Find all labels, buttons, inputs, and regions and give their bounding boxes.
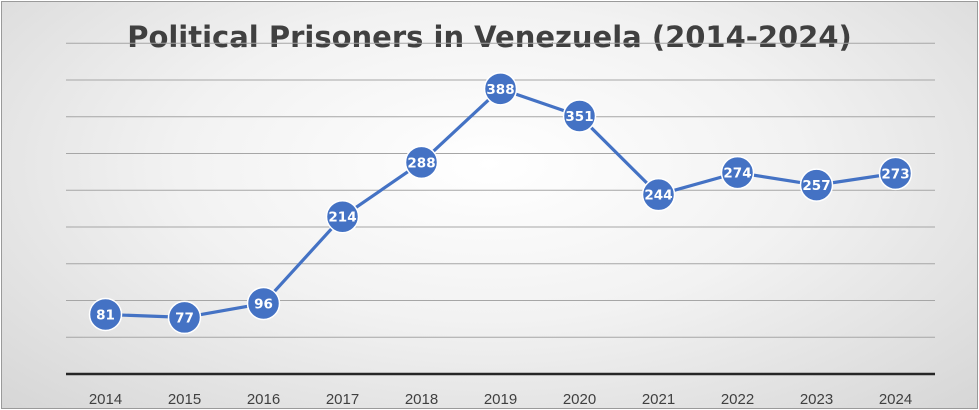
x-axis-tick-labels: 2014 2015 2016 2017 2018 2019 2020 2021 2022 2023… — [89, 391, 912, 408]
x-tick-label: 2018 — [405, 391, 438, 408]
data-label: 77 — [175, 310, 194, 326]
x-tick-label: 2017 — [326, 391, 359, 408]
series-line — [105, 87, 896, 320]
x-tick-label: 2020 — [563, 391, 596, 408]
data-point: 214 — [325, 199, 360, 234]
data-point: 351 — [562, 99, 597, 133]
data-point: 244 — [641, 177, 676, 212]
data-point-marker — [167, 300, 202, 335]
data-point-marker — [483, 72, 518, 106]
x-tick-label: 2023 — [800, 391, 833, 408]
data-point-marker — [562, 99, 597, 133]
x-tick-label: 2019 — [484, 391, 517, 408]
data-label: 244 — [644, 188, 672, 204]
data-label: 214 — [328, 210, 356, 226]
data-point: 388 — [483, 72, 518, 106]
data-label: 81 — [96, 307, 115, 323]
gridlines — [66, 42, 935, 338]
data-point-marker — [641, 177, 676, 212]
x-tick-label: 2015 — [168, 391, 201, 408]
data-point-marker — [246, 286, 281, 321]
x-tick-label: 2022 — [721, 391, 754, 408]
data-label: 273 — [881, 166, 909, 182]
data-point-marker — [720, 155, 755, 190]
data-point-marker — [404, 145, 439, 180]
data-point: 288 — [404, 145, 439, 180]
data-point: 257 — [799, 168, 834, 202]
data-points: 81 77 96 214 288 388 351 244 274 257 273 — [88, 72, 913, 335]
data-point-marker — [878, 156, 913, 191]
data-point: 81 — [88, 297, 123, 332]
data-point: 77 — [167, 300, 202, 335]
data-label: 96 — [254, 296, 273, 312]
x-tick-label: 2016 — [247, 391, 280, 408]
data-label: 288 — [407, 155, 435, 171]
data-label: 274 — [723, 166, 751, 182]
data-point: 273 — [878, 156, 913, 191]
data-series — [105, 87, 896, 320]
data-label: 257 — [802, 178, 830, 194]
data-point-marker — [325, 199, 360, 234]
data-point-marker — [88, 297, 123, 332]
data-label: 351 — [565, 109, 593, 125]
x-tick-label: 2024 — [879, 391, 912, 408]
x-tick-label: 2014 — [89, 391, 122, 408]
chart-title: Political Prisoners in Venezuela (2014-2… — [127, 20, 852, 54]
data-point-marker — [799, 168, 834, 202]
x-tick-label: 2021 — [642, 391, 675, 408]
data-point: 274 — [720, 155, 755, 190]
data-label: 388 — [486, 82, 514, 98]
data-point: 96 — [246, 286, 281, 321]
